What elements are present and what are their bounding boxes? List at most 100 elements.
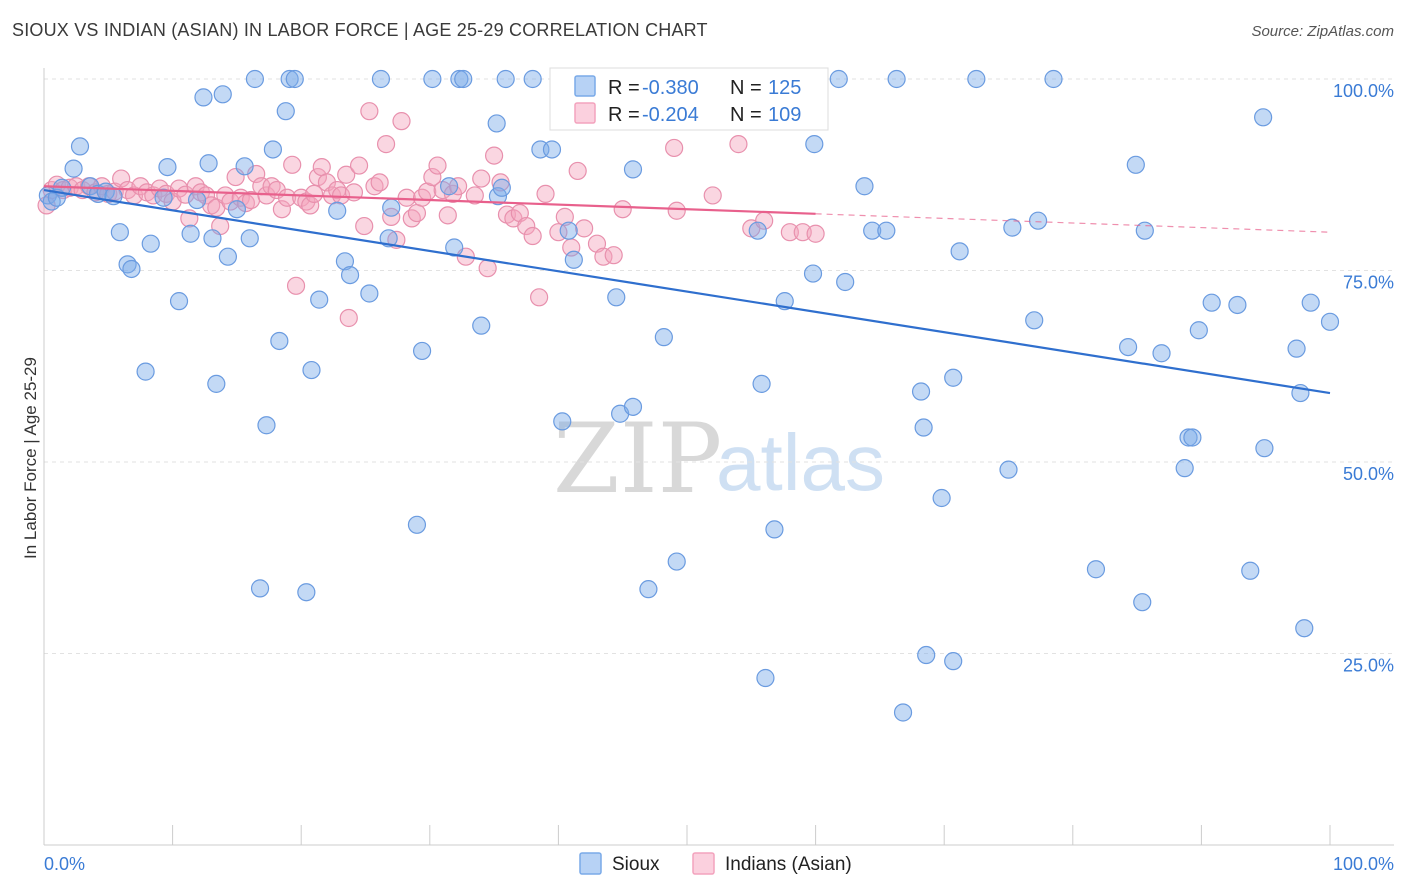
indian-point [472, 169, 491, 188]
indian-point [517, 216, 536, 236]
sioux-point [492, 178, 511, 197]
indian-point [382, 207, 401, 226]
sioux-point [213, 85, 232, 104]
sioux-point [450, 69, 469, 89]
sioux-point [250, 579, 270, 598]
indian-point [112, 169, 131, 188]
indian-point [286, 276, 306, 295]
sioux-point [360, 284, 379, 303]
sioux-point [1118, 338, 1138, 357]
sioux-point [999, 460, 1018, 479]
sioux-point [911, 382, 931, 401]
sioux-point [1152, 344, 1171, 363]
sioux-point [335, 252, 355, 271]
sioux-point [914, 418, 933, 437]
indian-point [780, 223, 799, 242]
indian-point [308, 167, 328, 187]
indian-point [438, 206, 457, 225]
sioux-point [765, 520, 784, 539]
sioux-point [488, 187, 508, 206]
sioux-point [423, 69, 442, 89]
watermark-zip: ZIP [553, 403, 722, 515]
indian-point [555, 207, 574, 226]
indian-point [402, 209, 421, 228]
sioux-point [564, 250, 583, 269]
sioux-point [1179, 428, 1198, 447]
sioux-points [38, 69, 1340, 722]
sioux-point [412, 341, 432, 361]
sioux-point [70, 137, 90, 156]
legend-n-value-indian: 109 [768, 104, 801, 126]
sioux-point [496, 69, 515, 89]
sioux-point [1254, 108, 1273, 127]
sioux-point [454, 69, 473, 89]
sioux-point [1028, 211, 1048, 230]
indian-point [337, 165, 356, 184]
indian-point [703, 186, 722, 205]
legend-swatch-indian [574, 102, 596, 124]
indian-point [376, 135, 396, 154]
legend-n-label-sioux: N = [730, 77, 762, 99]
sioux-point [285, 69, 304, 89]
sioux-point [623, 160, 643, 179]
sioux-point [1086, 560, 1106, 579]
sioux-point [553, 412, 572, 431]
sioux-point [1183, 428, 1202, 447]
sioux-point [855, 177, 874, 196]
sioux-point [445, 238, 464, 257]
trend-lines [43, 185, 1331, 395]
indian-point [392, 112, 411, 131]
sioux-point [276, 102, 295, 121]
indian-point [806, 224, 825, 243]
sioux-point [136, 362, 155, 381]
indian-point [272, 200, 292, 219]
y-tick-label: 75.0% [1343, 273, 1394, 293]
watermark-atlas: atlas [716, 418, 885, 507]
legend: R = -0.380 N = 125 R = -0.204 N = 109 [549, 67, 829, 131]
sioux-point [169, 292, 189, 311]
sioux-point [1044, 69, 1063, 89]
sioux-point [1241, 561, 1260, 580]
sioux-point [1003, 218, 1022, 237]
sioux-point [270, 331, 289, 351]
y-tick-label: 50.0% [1343, 464, 1394, 484]
sioux-point [1025, 311, 1044, 330]
sioux-point [1255, 439, 1274, 458]
indian-point [523, 226, 542, 246]
indian-point [349, 156, 369, 175]
sioux-point [967, 69, 986, 89]
sioux-trend-solid [43, 188, 1331, 395]
sioux-point [141, 234, 160, 253]
sioux-point [218, 247, 237, 266]
sioux-point [297, 583, 316, 602]
sioux-point [340, 265, 360, 285]
x-tick-label-min: 0.0% [44, 854, 85, 874]
indian-point [613, 200, 632, 219]
indian-point [312, 157, 331, 177]
legend-n-value-sioux: 125 [768, 77, 801, 99]
indian-trend-dashed [815, 213, 1331, 233]
sioux-point [487, 114, 506, 133]
chart-source: Source: ZipAtlas.com [1251, 23, 1394, 40]
indian-point [301, 196, 320, 215]
sioux-point [944, 652, 963, 671]
x-tick-label-max: 100.0% [1333, 854, 1394, 874]
sioux-point [950, 242, 969, 261]
indian-point [370, 173, 389, 192]
sioux-point [836, 272, 855, 292]
bottom-legend-swatch-indian [692, 852, 715, 875]
sioux-point [439, 177, 459, 196]
sioux-point [887, 69, 906, 89]
sioux-point [181, 224, 200, 243]
indian-point [465, 186, 484, 205]
indian-point [355, 216, 374, 236]
sioux-point [472, 316, 491, 335]
sioux-point [379, 229, 398, 248]
sioux-point [523, 69, 542, 89]
sioux-point [199, 154, 218, 173]
sioux-point [203, 229, 222, 248]
y-tick-label: 100.0% [1333, 81, 1394, 101]
sioux-point [1301, 293, 1320, 312]
legend-n-label-indian: N = [730, 104, 762, 126]
